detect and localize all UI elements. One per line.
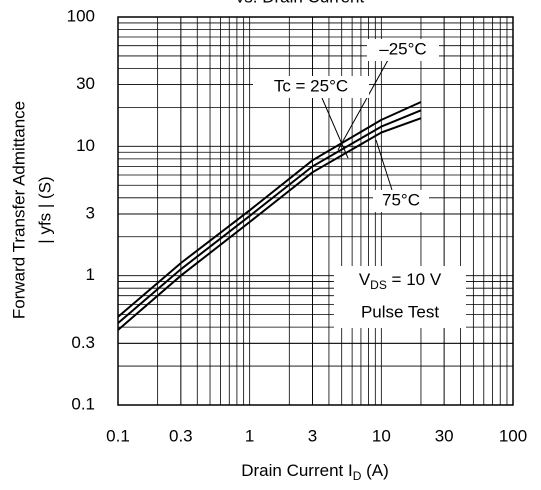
chart-title: vs. Drain Current	[236, 0, 365, 6]
y-tick-label: 10	[76, 136, 95, 155]
x-tick-label: 3	[308, 426, 317, 445]
y-tick-label: 0.3	[71, 333, 95, 352]
annotation-sub: DS	[370, 278, 387, 292]
x-tick-label: 0.1	[106, 426, 130, 445]
x-axis-label-part: Drain Current I	[241, 461, 352, 480]
x-axis-label-part: (A)	[361, 461, 388, 480]
x-tick-label: 10	[372, 426, 391, 445]
y-tick-label: 3	[86, 203, 95, 222]
series-label: 75°C	[382, 190, 420, 209]
plot-frame	[117, 16, 514, 406]
annotation: VDS = 10 V	[359, 270, 442, 292]
y-axis-label: Forward Transfer Admittance	[9, 101, 28, 319]
x-tick-label: 0.3	[169, 426, 193, 445]
leader-line	[337, 59, 389, 151]
annotation: Pulse Test	[361, 302, 439, 321]
series-line	[117, 117, 422, 331]
y-tick-label: 0.1	[71, 394, 95, 413]
x-tick-label: 100	[499, 426, 527, 445]
series-label: Tc = 25°C	[274, 76, 348, 95]
x-tick-label: 1	[245, 426, 254, 445]
leader-line	[375, 139, 393, 191]
x-axis-label-sub: D	[353, 469, 362, 483]
series-label: –25°C	[379, 39, 426, 58]
annotation-bg	[334, 266, 466, 328]
y-tick-label: 1	[86, 265, 95, 284]
y-tick-label: 30	[76, 74, 95, 93]
x-axis-label: Drain Current ID (A)	[241, 461, 389, 483]
x-tick-label: 30	[435, 426, 454, 445]
annotation-part: = 10 V	[387, 270, 442, 289]
series-line	[117, 101, 422, 318]
label-bg	[253, 76, 369, 98]
leader-line	[321, 97, 349, 159]
y-tick-label: 100	[67, 6, 95, 25]
annotation-part: V	[359, 270, 371, 289]
label-bg	[367, 39, 439, 61]
series-line	[117, 109, 422, 324]
y-axis-label: | yfs | (S)	[35, 176, 54, 243]
label-bg	[373, 190, 429, 212]
